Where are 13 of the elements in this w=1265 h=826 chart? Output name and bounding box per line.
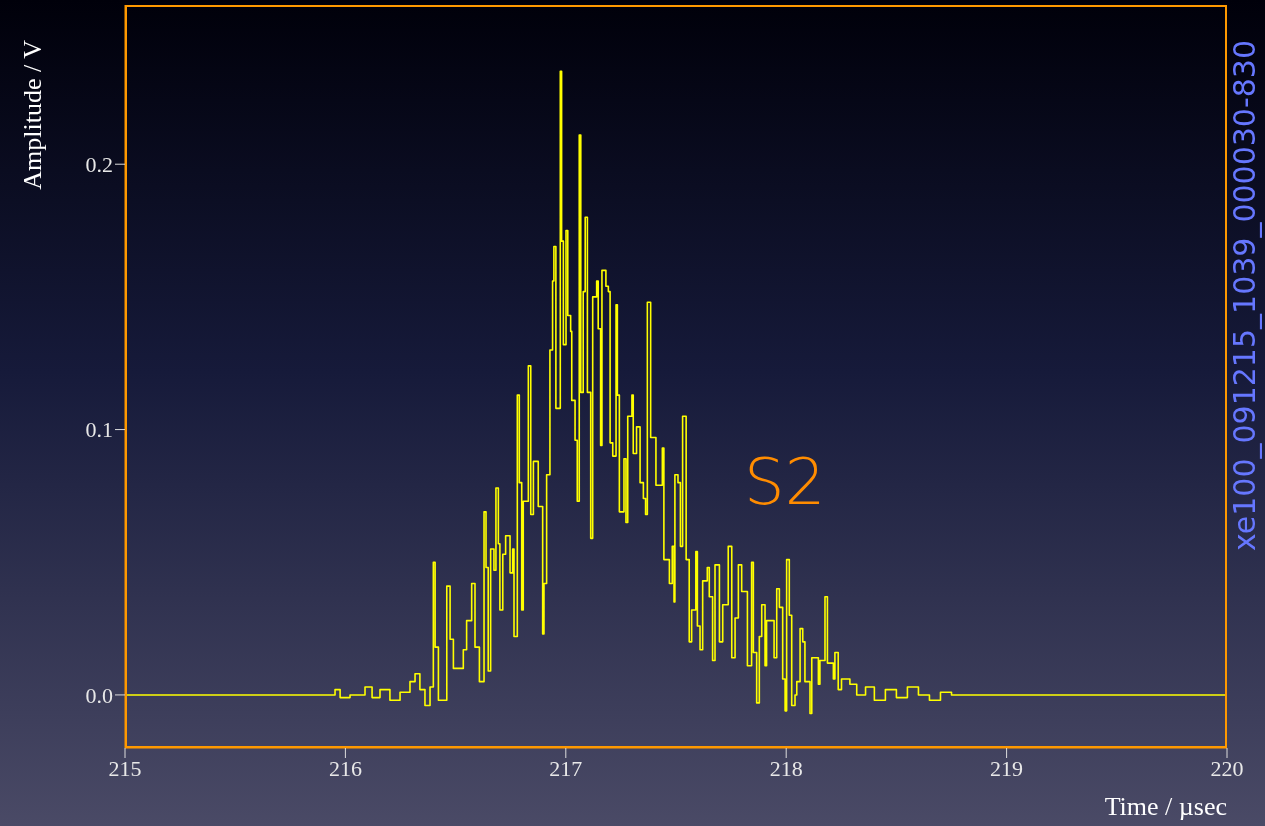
y-tick-label: 0.1 [85, 417, 113, 443]
x-tick-label: 220 [1210, 755, 1244, 781]
x-tick-label: 219 [990, 755, 1024, 781]
x-tick-label: 218 [769, 755, 803, 781]
annotation: xe100_091215_1039_000030-830 [1227, 40, 1262, 552]
y-tick-label: 0.2 [85, 152, 113, 178]
x-tick-label: 216 [328, 755, 362, 781]
x-axis-title: Time / µsec [1104, 792, 1227, 822]
x-tick-label: 215 [108, 755, 142, 781]
x-tick-label: 217 [549, 755, 583, 781]
y-axis-title: Amplitude / V [18, 40, 48, 190]
annotation: S2 [744, 444, 826, 521]
y-tick-label: 0.0 [85, 682, 113, 708]
